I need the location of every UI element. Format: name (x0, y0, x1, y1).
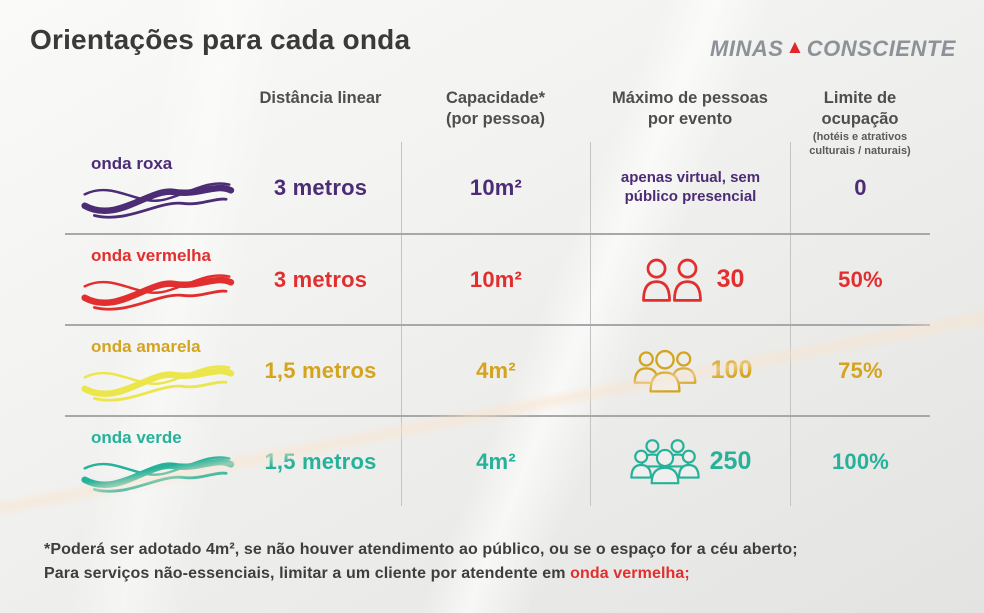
capacity-cell: 4m² (401, 326, 590, 415)
wave-cell: onda vermelha (65, 235, 240, 324)
max-people-count: 30 (716, 265, 745, 293)
occupancy-cell: 100% (790, 417, 930, 506)
table-row-onda-vermelha: onda vermelha 3 metros 10m² (65, 233, 930, 324)
wave-cell: onda roxa (65, 142, 240, 233)
minas-consciente-logo: MINAS ▲ CONSCIENTE (710, 36, 956, 62)
occupancy-value: 100% (831, 448, 890, 474)
distance-value: 1,5 metros (264, 448, 377, 474)
max-people-cell: 100 (590, 326, 790, 415)
max-people-count: 100 (710, 356, 753, 384)
header-distancia: Distância linear (259, 89, 382, 107)
table-row-onda-roxa: onda roxa 3 metros 10m² apenas virtual, … (65, 142, 930, 233)
page-title: Orientações para cada onda (30, 24, 411, 55)
wave-label: onda roxa (91, 153, 173, 173)
wave-icon (81, 273, 235, 311)
occupancy-value: 75% (838, 357, 883, 383)
logo-text-minas: MINAS (710, 36, 784, 61)
distance-value: 1,5 metros (264, 357, 377, 383)
footnote-highlight: onda vermelha; (570, 565, 690, 582)
distance-cell: 3 metros (240, 235, 401, 324)
header-limite: Limite de ocupação (hotéis e atrativos c… (790, 86, 930, 159)
wave-label: onda amarela (91, 336, 201, 356)
max-people-cell: 250 (590, 417, 790, 506)
wave-cell: onda amarela (65, 326, 240, 415)
logo-text-consciente: CONSCIENTE (806, 36, 956, 61)
people-icon (629, 439, 700, 485)
occupancy-cell: 0 (790, 142, 930, 233)
wave-icon (81, 455, 235, 493)
table-header-row: Distância linear Capacidade* (por pessoa… (65, 86, 930, 157)
capacity-cell: 10m² (401, 235, 590, 324)
wave-icon (81, 181, 235, 219)
footnote-line-1: *Poderá ser adotado 4m², se não houver a… (44, 541, 798, 558)
people-icon (641, 258, 702, 302)
people-icon (633, 349, 697, 393)
virtual-only-note: apenas virtual, sem público presencial (620, 168, 761, 205)
wave-label: onda verde (91, 427, 182, 447)
capacity-cell: 10m² (401, 142, 590, 233)
wave-cell: onda verde (65, 417, 240, 506)
header-maximo: Máximo de pessoas por evento (612, 89, 768, 128)
guidelines-table: Distância linear Capacidade* (por pessoa… (65, 86, 930, 506)
distance-cell: 1,5 metros (240, 417, 401, 506)
capacity-cell: 4m² (401, 417, 590, 506)
occupancy-cell: 50% (790, 235, 930, 324)
wave-icon (81, 364, 235, 402)
logo-triangle-icon: ▲ (785, 37, 805, 58)
occupancy-value: 50% (838, 266, 883, 292)
distance-cell: 3 metros (240, 142, 401, 233)
wave-label: onda vermelha (91, 245, 211, 265)
footnote: *Poderá ser adotado 4m², se não houver a… (44, 538, 798, 586)
max-people-cell: apenas virtual, sem público presencial (590, 142, 790, 233)
capacity-value: 10m² (469, 174, 523, 200)
max-people-cell: 30 (590, 235, 790, 324)
header-capacidade: Capacidade* (por pessoa) (445, 89, 546, 128)
distance-value: 3 metros (273, 266, 368, 292)
occupancy-value: 0 (854, 174, 867, 200)
footnote-line-2: Para serviços não-essenciais, limitar a … (44, 565, 690, 582)
header-limite-note: (hotéis e atrativos culturais / naturais… (809, 131, 911, 157)
occupancy-cell: 75% (790, 326, 930, 415)
table-row-onda-verde: onda verde 1,5 metros 4m² (65, 415, 930, 506)
distance-cell: 1,5 metros (240, 326, 401, 415)
capacity-value: 4m² (476, 357, 516, 383)
distance-value: 3 metros (273, 174, 368, 200)
max-people-count: 250 (709, 447, 752, 475)
table-row-onda-amarela: onda amarela 1,5 metros 4m² (65, 324, 930, 415)
capacity-value: 4m² (476, 448, 516, 474)
capacity-value: 10m² (469, 266, 523, 292)
